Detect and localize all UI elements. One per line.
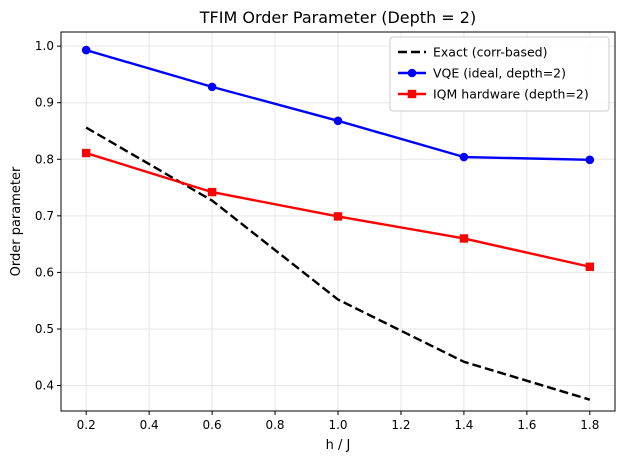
legend-label: IQM hardware (depth=2) — [433, 87, 589, 102]
legend-label: Exact (corr-based) — [433, 45, 547, 60]
y-tick-label: 0.8 — [35, 152, 54, 166]
data-point — [459, 234, 469, 243]
series-2 — [81, 45, 595, 165]
y-axis-label: Order parameter — [9, 166, 24, 276]
x-tick-label: 0.8 — [265, 418, 284, 432]
y-tick-label: 0.6 — [35, 265, 54, 279]
x-tick-label: 0.2 — [77, 418, 96, 432]
x-tick-label: 1.8 — [580, 418, 599, 432]
legend-entry: VQE (ideal, depth=2) — [398, 66, 566, 81]
y-axis: 0.4 0.5 0.6 0.7 0.8 0.9 1.0 — [35, 39, 61, 393]
legend-box — [389, 36, 610, 112]
legend-swatch-marker — [407, 68, 417, 78]
series-layer — [81, 45, 595, 401]
legend: Exact (corr-based) VQE (ideal, depth=2) IQ… — [389, 36, 610, 112]
data-point — [81, 45, 91, 55]
data-point — [81, 148, 91, 158]
x-tick-label: 0.6 — [203, 418, 222, 432]
y-tick-label: 0.7 — [35, 209, 54, 223]
x-tick-label: 1.2 — [391, 418, 410, 432]
data-point — [585, 262, 595, 271]
series-line — [85, 126, 591, 401]
x-tick-label: 0.4 — [140, 418, 159, 432]
x-tick-label: 1.6 — [517, 418, 536, 432]
legend-entry: IQM hardware (depth=2) — [398, 87, 589, 102]
legend-label: VQE (ideal, depth=2) — [433, 66, 566, 81]
y-tick-label: 0.4 — [35, 379, 54, 393]
y-tick-label: 0.5 — [35, 322, 54, 336]
x-tick-label: 1.4 — [454, 418, 473, 432]
series-3 — [81, 148, 595, 271]
legend-entry: Exact (corr-based) — [398, 45, 547, 60]
series-1 — [85, 126, 591, 401]
x-tick-label: 1.0 — [328, 418, 347, 432]
x-axis-label: h / J — [326, 438, 351, 453]
data-point — [585, 155, 595, 165]
x-axis: 0.2 0.4 0.6 0.8 1.0 1.2 1.4 1.6 1.8 — [77, 411, 599, 432]
data-point — [207, 187, 217, 197]
y-tick-label: 0.9 — [35, 96, 54, 110]
y-tick-label: 1.0 — [35, 39, 54, 53]
chart-title: TFIM Order Parameter (Depth = 2) — [199, 8, 476, 27]
data-point — [333, 212, 343, 221]
data-point — [459, 152, 469, 162]
data-point — [207, 82, 217, 92]
data-point — [333, 116, 343, 126]
legend-swatch-marker — [407, 89, 417, 99]
